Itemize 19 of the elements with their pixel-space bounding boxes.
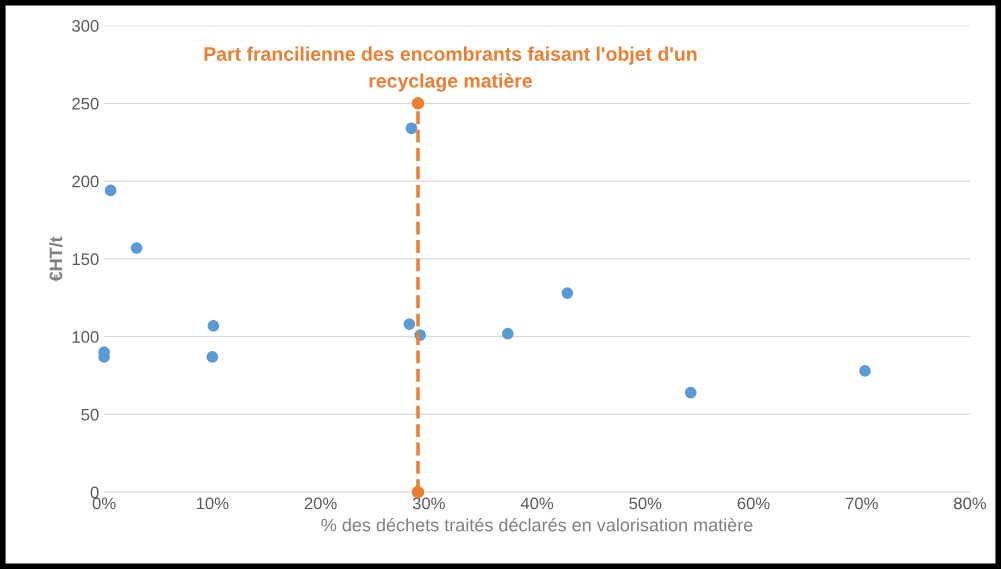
x-tick-label: 80%: [954, 497, 987, 510]
y-tick-label: 200: [72, 175, 99, 188]
y-tick-label: 150: [72, 253, 99, 266]
x-tick-label: 20%: [304, 497, 337, 510]
x-tick-label: 30%: [412, 497, 445, 510]
x-tick-label: 10%: [196, 497, 229, 510]
annotation: Part francilienne des encombrants faisant l'objet d'un recyclage matière: [204, 46, 697, 92]
x-tick-label: 60%: [737, 497, 770, 510]
y-tick-label: 0: [90, 486, 99, 499]
y-tick-label: 50: [81, 408, 99, 421]
x-tick-label: 70%: [845, 497, 878, 510]
x-tick-label: 40%: [520, 497, 554, 510]
x-axis-title: % des déchets traités déclarés en valorisation matière: [321, 517, 753, 532]
y-tick-label: 100: [72, 331, 99, 343]
y-tick-label: 250: [72, 97, 99, 110]
x-tick-label: 0%: [92, 497, 116, 510]
x-tick-label: 50%: [629, 497, 662, 510]
y-axis-title: €HT/t: [49, 236, 63, 282]
y-tick-label: 300: [72, 20, 99, 32]
